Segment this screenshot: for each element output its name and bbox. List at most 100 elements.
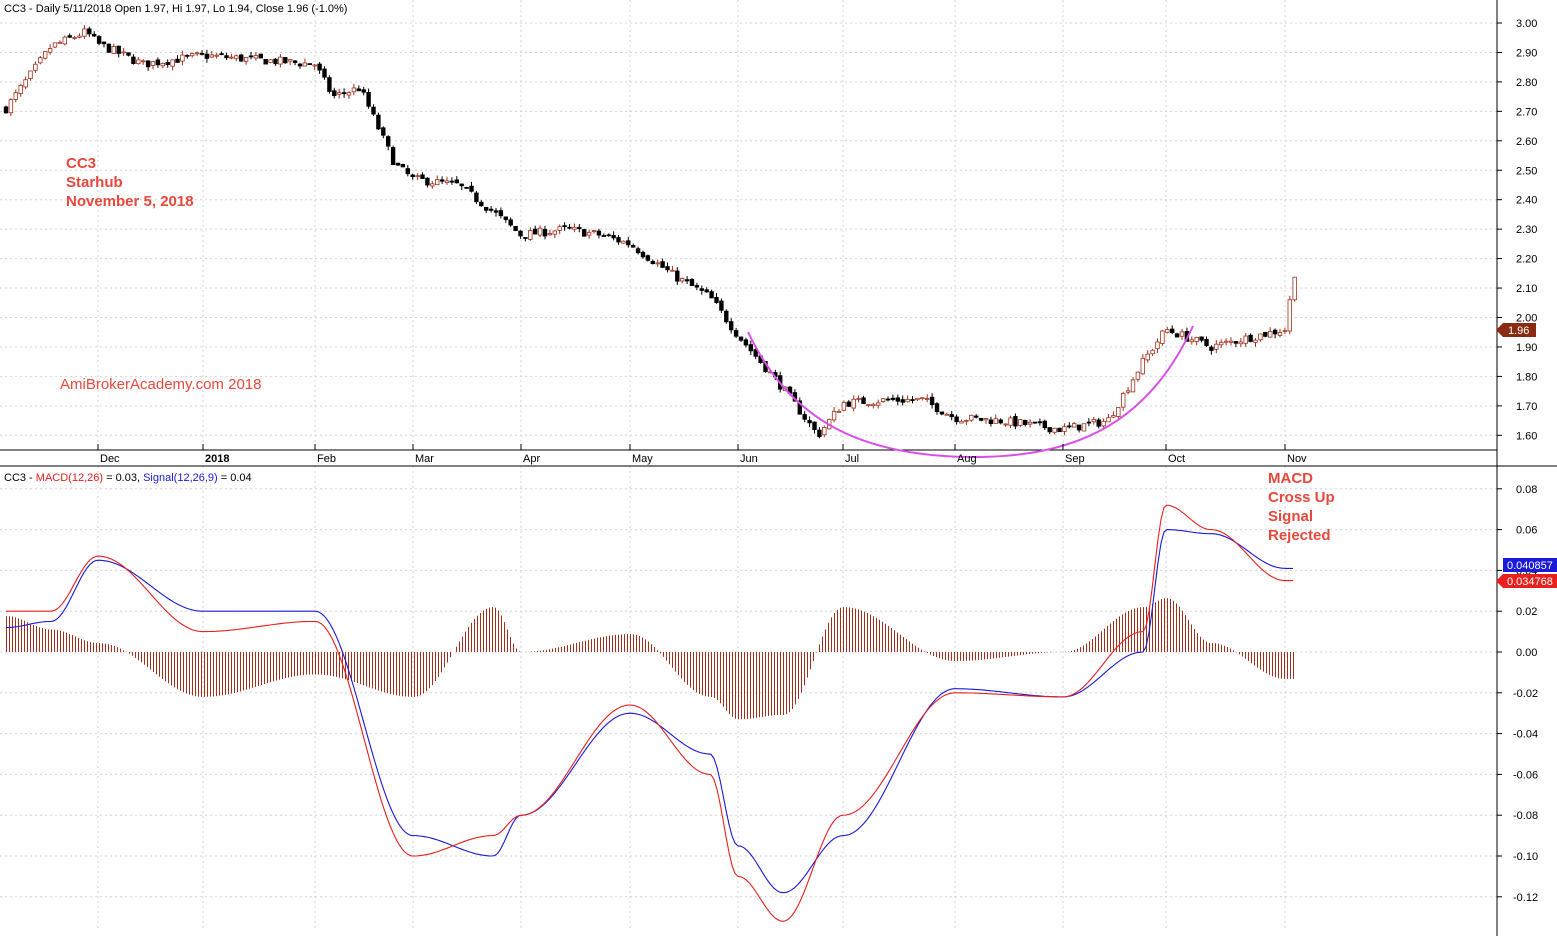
candle-down [978,417,984,421]
candle-down [185,54,190,57]
candle-down [939,411,945,415]
month-label: Mar [415,453,434,465]
macd-tick-label: 0.02 [1516,606,1537,618]
candle-down [1248,334,1253,342]
candle-down [385,136,391,147]
candle-down [631,244,636,248]
candle-up [13,92,18,100]
candle-up [1194,336,1199,342]
candle-up [547,233,553,236]
candle-down [479,201,484,207]
candle-down [116,45,121,54]
candle-down [1096,419,1101,427]
candle-down [390,147,396,166]
candle-up [1008,417,1013,426]
candle-down [493,210,499,213]
candle-up [170,59,175,67]
candle-up [1258,333,1263,341]
candle-up [680,278,685,282]
month-label: Nov [1287,453,1307,465]
macd-annotation-line-1: MACD [1268,470,1313,487]
candle-down [645,255,651,261]
macd-tick-label: -0.12 [1513,892,1538,904]
candle-down [204,53,210,59]
month-label: Feb [317,453,336,465]
signal-value-tag-text: 0.040857 [1507,560,1553,572]
candle-down [846,401,851,407]
candle-down [145,60,151,68]
candle-down [3,106,9,114]
candle-up [1292,276,1297,301]
candle-up [1268,330,1273,338]
candle-up [1106,417,1111,423]
candle-down [1047,427,1052,433]
candle-down [1032,421,1038,424]
candle-up [1287,299,1292,332]
candle-down [356,88,361,92]
candle-down [635,248,641,254]
candle-up [302,62,308,67]
macd-grid [0,466,1497,930]
candle-up [312,64,317,67]
candle-up [1003,423,1008,426]
candle-up [28,70,33,80]
candle-up [234,55,239,60]
price-header: CC3 - Daily 5/11/2018 Open 1.97, Hi 1.97… [4,3,347,15]
candle-down [106,43,112,53]
candle-up [866,404,871,406]
candle-down [1067,425,1072,428]
candle-up [1116,407,1121,417]
candle-down [1170,328,1175,334]
candle-up [8,99,14,114]
candle-up [253,55,259,59]
candle-up [18,85,23,94]
candle-up [557,226,562,231]
candle-up [964,419,969,422]
macd-header-macd-value: = 0.03, [103,472,143,484]
candle-down [929,396,935,405]
candle-down [1086,421,1092,424]
candle-up [655,262,660,265]
candle-up [180,54,185,62]
candle-up [586,231,592,236]
candle-down [733,330,739,337]
candle-up [851,398,856,409]
macd-tick-label: 0.00 [1516,647,1537,659]
candle-down [292,60,298,63]
candle-down [988,419,994,425]
macd-line [6,504,1293,922]
candle-down [258,53,263,59]
candle-down [1037,421,1043,424]
candle-down [1199,336,1204,341]
candle-up [528,230,533,240]
candle-down [1013,416,1018,427]
price-tick-label: 2.50 [1516,165,1537,177]
candle-up [1189,339,1194,343]
month-label: 2018 [205,453,229,465]
annotation-date: November 5, 2018 [66,193,194,210]
candle-up [444,180,450,184]
candle-up [537,227,543,236]
candle-down [748,344,753,352]
rounding-bottom-arc [747,325,1194,459]
candle-up [871,403,876,406]
candle-down [601,235,606,237]
candle-down [131,56,136,64]
candle-up [62,36,67,45]
candle-up [1101,420,1106,427]
candle-down [371,106,376,115]
month-label: Aug [957,453,977,465]
candle-up [209,54,214,58]
candle-up [1111,415,1116,418]
candle-down [714,296,719,303]
candle-down [542,228,548,237]
candle-down [376,114,381,130]
candle-down [719,300,724,311]
macd-histogram [6,598,1294,720]
candle-up [1179,331,1185,337]
candle-up [841,402,847,411]
candle-up [346,92,352,96]
price-tick-label: 1.90 [1516,342,1537,354]
candle-up [836,410,842,413]
